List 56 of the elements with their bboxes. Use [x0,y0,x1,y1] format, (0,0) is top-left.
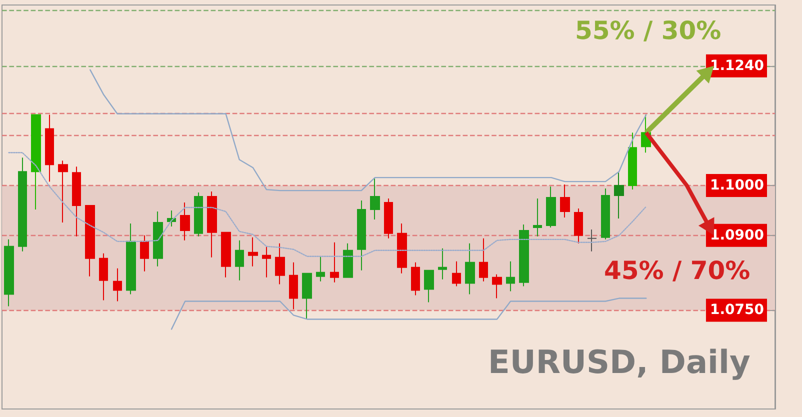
candlestick [31,114,41,210]
candlestick [560,184,570,218]
candlestick [411,262,420,296]
candlestick [194,192,203,237]
candlestick [574,208,583,244]
candlestick [207,191,217,258]
candlestick [58,160,68,223]
candlestick [45,114,54,182]
candlestick [370,177,380,220]
annotation: 55% / 30% [575,16,722,45]
candlestick [384,198,393,239]
candlestick [235,240,244,281]
candlestick [4,238,14,307]
candlestick [438,248,447,280]
candlestick [180,202,190,241]
candlestick [289,262,298,310]
candlestick [614,172,624,219]
candlestick [357,200,366,271]
candlestick [465,242,475,295]
y-tick-label: 1.0900 [710,227,764,244]
candlestick [275,242,285,285]
candlestick [85,205,95,277]
candlestick [140,234,149,272]
candlestick [506,260,515,292]
candlestick [601,188,610,240]
candlestick [262,246,271,278]
candlestick [248,236,258,267]
candlestick [153,210,163,267]
candlestick [99,252,108,301]
candlestick [343,242,353,278]
y-tick-label: 1.1240 [710,58,764,74]
candlestick [72,166,81,237]
candlestick [533,198,542,237]
candlestick [113,268,122,302]
candlestick [546,186,556,228]
annotation: EURUSD, Daily [488,343,750,381]
candlestick [316,256,325,282]
line-series [90,69,647,192]
candlestick [18,157,27,252]
candlestick [628,132,637,190]
candlestick [126,222,136,295]
candlestick [397,222,407,274]
candlestick [587,228,597,252]
candlestick [424,270,434,303]
y-tick-label: 1.0750 [710,302,764,318]
candlestick [330,242,339,283]
candlestick [221,232,231,278]
candlestick [492,274,502,299]
annotation: 45% / 70% [604,256,750,285]
candlestick [479,238,488,282]
line-series [170,298,647,330]
candlestick [519,224,529,287]
y-tick-label: 1.1000 [710,178,764,194]
candlestick [452,260,461,287]
line-series [8,152,647,257]
candlestick [302,272,312,320]
